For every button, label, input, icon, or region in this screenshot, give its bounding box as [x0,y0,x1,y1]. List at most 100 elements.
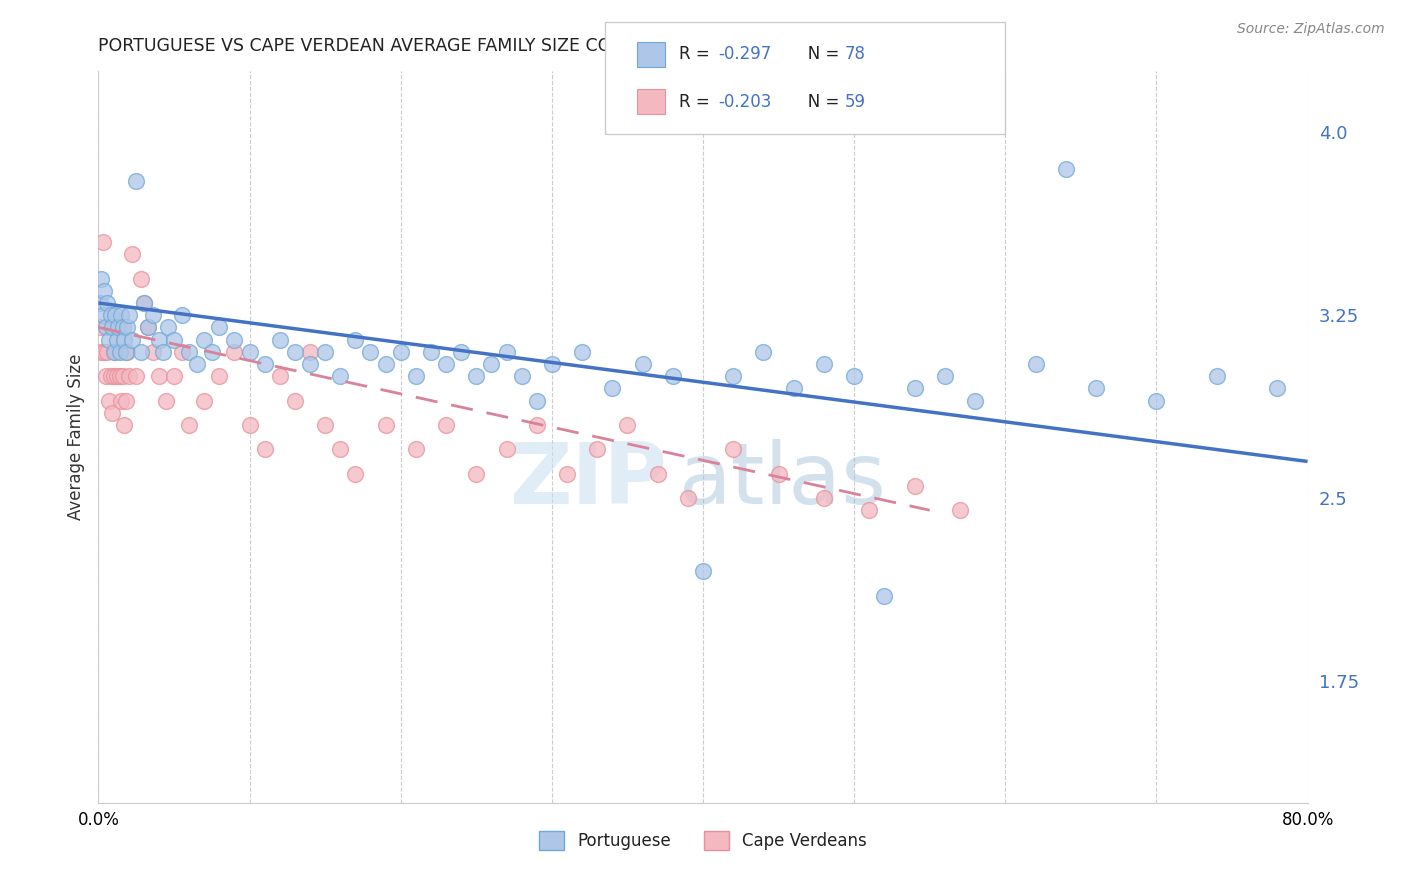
Point [100,369,122,384]
Point [1144,393,1167,408]
Point [201,344,224,359]
Point [179,344,201,359]
Point [179,417,201,432]
Point [90,271,112,285]
Point [344,333,367,347]
Point [104,308,127,322]
Text: ZIP: ZIP [509,440,666,523]
Point [813,357,835,371]
Point [105,333,128,347]
Point [329,369,352,384]
Point [96,296,118,310]
Text: Source: ZipAtlas.com: Source: ZipAtlas.com [1237,22,1385,37]
Point [405,442,427,457]
Point [692,564,714,578]
Point [110,393,132,408]
Point [163,333,186,347]
Point [1085,381,1108,395]
Point [224,344,246,359]
Point [329,442,352,457]
Point [450,344,472,359]
Point [193,393,215,408]
Point [465,467,488,481]
Point [105,369,128,384]
Point [344,467,367,481]
Point [89,320,111,334]
Legend: Portuguese, Cape Verdeans: Portuguese, Cape Verdeans [531,824,875,856]
Point [434,357,457,371]
Point [299,344,322,359]
Point [586,442,609,457]
Point [148,333,170,347]
Point [111,320,134,334]
Point [115,344,138,359]
Point [112,333,135,347]
Point [904,381,927,395]
Point [101,406,124,420]
Point [723,369,745,384]
Text: 78: 78 [845,45,866,63]
Point [208,320,231,334]
Point [91,308,114,322]
Point [156,320,179,334]
Point [224,333,246,347]
Point [98,333,121,347]
Point [94,369,117,384]
Point [132,296,155,310]
Point [374,357,396,371]
Text: N =: N = [792,93,844,111]
Point [481,357,503,371]
Point [465,369,488,384]
Text: -0.203: -0.203 [718,93,772,111]
Point [314,417,336,432]
Point [676,491,699,505]
Point [602,381,624,395]
Text: N =: N = [792,45,844,63]
Point [186,357,208,371]
Point [121,247,143,261]
Point [91,235,114,249]
Point [148,369,170,384]
Text: R =: R = [679,45,716,63]
Point [170,308,193,322]
Point [873,589,896,603]
Point [110,308,132,322]
Point [434,417,457,432]
Point [114,393,136,408]
Point [526,417,548,432]
Point [112,417,135,432]
Point [163,369,186,384]
Text: 59: 59 [845,93,866,111]
Point [108,344,131,359]
Point [844,369,866,384]
Point [193,333,215,347]
Text: R =: R = [679,93,716,111]
Point [858,503,880,517]
Point [101,320,124,334]
Point [129,271,152,285]
Point [949,503,972,517]
Point [965,393,987,408]
Point [1024,357,1046,371]
Point [118,308,141,322]
Point [647,467,669,481]
Point [125,174,148,188]
Point [239,417,262,432]
Point [723,442,745,457]
Point [360,344,382,359]
Point [934,369,956,384]
Point [526,393,548,408]
Point [98,393,121,408]
Point [107,320,129,334]
Point [540,357,562,371]
Point [495,344,517,359]
Y-axis label: Average Family Size: Average Family Size [66,354,84,520]
Point [239,344,262,359]
Point [107,320,129,334]
Point [89,296,111,310]
Point [1054,161,1077,176]
Point [661,369,683,384]
Point [136,320,159,334]
Point [1267,381,1289,395]
Point [299,357,322,371]
